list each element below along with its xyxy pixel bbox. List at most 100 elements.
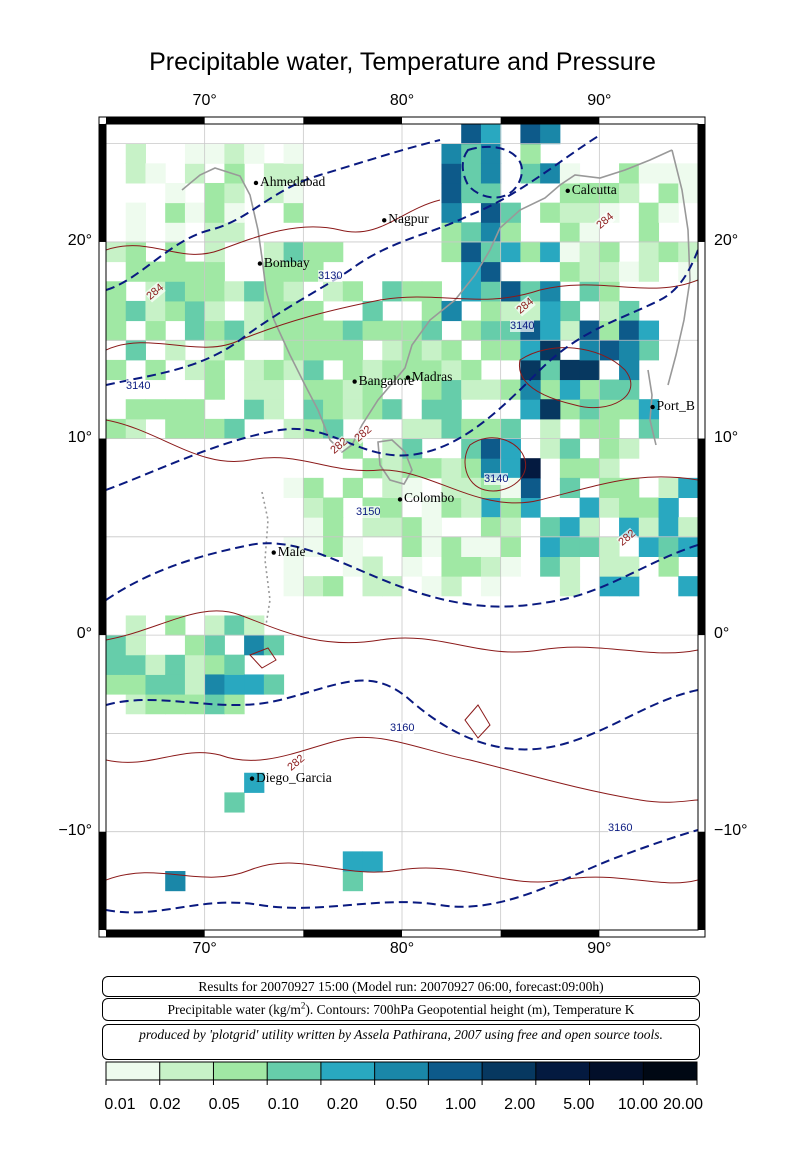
precip-cell [204,359,225,381]
precip-cell [165,654,186,675]
precip-cell [619,576,640,597]
precip-cell [441,399,462,420]
precip-cell [165,615,186,636]
precip-cell [125,399,146,420]
city-label: Madras [411,368,453,384]
precip-cell [125,635,146,656]
precip-cell [342,320,364,341]
precip-cell [204,674,225,695]
precip-cell [599,300,620,322]
precip-cell [579,202,600,223]
precip-cell [540,124,561,145]
precip-cell [579,497,600,518]
precip-cell [263,182,285,204]
precip-cell [204,340,225,361]
precip-cell [480,163,502,184]
colorbar-swatch [589,1062,644,1080]
precip-cell [323,241,344,263]
longitude-label-bottom: 90° [587,940,612,957]
precip-cell [579,517,600,538]
precip-cell [678,536,698,557]
precip-cell [480,281,502,302]
precip-cell [165,202,186,223]
precip-cell [461,261,482,282]
latitude-label-left: 10° [67,428,92,446]
precip-cell [520,379,541,400]
precip-cell [323,576,344,597]
precip-cell [165,399,186,420]
precip-cell [204,143,225,164]
precip-cell [540,359,561,381]
precip-cell [480,379,502,400]
precip-cell [125,261,146,282]
precip-cell [165,871,186,892]
precip-cell [165,261,186,282]
geopotential-contour-label: 3130 [318,270,343,282]
precip-cell [480,143,502,164]
precip-cell [540,379,561,400]
precip-cell [559,399,581,420]
precip-cell [480,261,502,282]
precip-cell [559,320,581,341]
precip-cell [224,418,245,440]
precip-cell [362,300,383,322]
precip-cell [421,458,442,479]
precip-cell [559,556,581,577]
precip-cell [283,281,304,302]
geopotential-contour-label: 3160 [608,822,633,834]
precip-cell [678,477,698,499]
precip-cell [500,517,521,538]
precip-cell [480,300,502,322]
precip-cell [540,241,561,263]
precip-cell [184,418,206,440]
precip-cell [125,340,146,361]
precip-cell [500,556,521,577]
precip-cell [106,300,127,322]
geopotential-contour-label: 3140 [484,473,509,485]
precip-cell [342,536,364,557]
precip-cell [461,379,482,400]
precip-cell [461,556,482,577]
city-label: Male [277,543,306,559]
precip-cell [559,576,581,597]
precip-cell [619,438,640,459]
precip-cell [184,300,206,322]
precip-cell [303,477,324,499]
frame-bar [500,117,600,124]
precip-cell [224,202,245,223]
precip-cell [283,556,304,577]
precip-cell [224,654,245,675]
precip-cell [382,320,403,341]
precip-cell [165,418,186,440]
precip-cell [579,261,600,282]
precip-cell [125,654,146,675]
precip-cell [283,576,304,597]
precip-cell [559,359,581,381]
precip-cell [500,222,521,243]
legend-suffix: ). Contours: 700hPa Geopotential height … [305,1002,635,1017]
city-dot [382,218,387,223]
precip-cell [125,300,146,322]
precip-cell [421,340,442,361]
precip-cell [224,320,245,341]
colorbar-swatch [643,1062,697,1080]
precip-cell [283,340,304,361]
precip-cell [599,477,620,499]
precip-cell [125,202,146,223]
precip-cell [619,320,640,341]
precip-cell [599,281,620,302]
precip-cell [421,320,442,341]
precip-cell [540,399,561,420]
precip-cell [303,536,324,557]
precip-cell [480,556,502,577]
colorbar-swatch [213,1062,268,1080]
precip-cell [619,340,640,361]
city-dot [405,375,411,380]
precip-cell [165,182,186,204]
colorbar-swatch [267,1062,321,1080]
precip-cell [224,143,245,164]
colorbar-label: 0.50 [385,1096,418,1113]
precip-cell [638,536,660,557]
city-dot [352,379,357,384]
latitude-label-left: −10° [58,821,92,839]
